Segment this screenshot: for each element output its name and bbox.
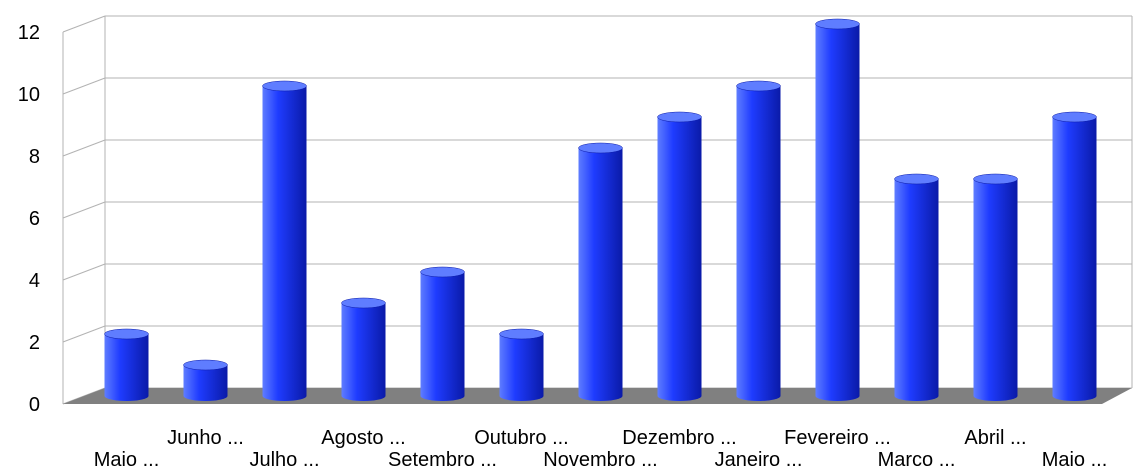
y-tick-label: 8 <box>29 146 40 168</box>
x-category-label: Janeiro ... <box>715 449 803 470</box>
bar <box>815 24 860 402</box>
bar <box>341 303 386 402</box>
gridline-side <box>62 201 106 219</box>
y-axis-ticks: 0 2 4 6 8 10 12 <box>18 22 40 416</box>
x-category-label: Maio ... <box>94 449 160 470</box>
gridline-side <box>62 15 106 33</box>
bar <box>657 117 702 402</box>
bar-top <box>815 18 860 30</box>
x-category-label: Dezembro ... <box>622 427 736 449</box>
y-tick-label: 0 <box>29 394 40 416</box>
bar <box>499 334 544 402</box>
y-tick-label: 4 <box>29 270 40 292</box>
gridline-side <box>62 77 106 95</box>
bar-top <box>578 142 623 154</box>
bar-top <box>341 297 386 309</box>
x-category-label: Setembro ... <box>388 449 497 470</box>
bar-top <box>1052 111 1097 123</box>
y-tick-label: 10 <box>18 84 40 106</box>
x-category-label: Fevereiro ... <box>784 427 891 449</box>
gridline-side <box>62 139 106 157</box>
bar-top <box>894 173 939 185</box>
x-category-label: Julho ... <box>249 449 319 470</box>
gridline-side <box>62 263 106 281</box>
bar-top <box>657 111 702 123</box>
x-category-label: Outubro ... <box>474 427 569 449</box>
bar-top <box>973 173 1018 185</box>
bar-top <box>104 328 149 340</box>
bar <box>1052 117 1097 402</box>
bar <box>973 179 1018 402</box>
bar <box>104 334 149 402</box>
bar <box>420 272 465 402</box>
gridline-side <box>62 325 106 343</box>
bar-top <box>499 328 544 340</box>
x-category-label: Agosto ... <box>321 427 406 449</box>
y-tick-label: 2 <box>29 332 40 354</box>
x-category-label: Novembro ... <box>543 449 657 470</box>
bars <box>104 18 1097 402</box>
bar <box>736 86 781 402</box>
x-category-label: Marco ... <box>878 449 956 470</box>
bar <box>262 86 307 402</box>
y-tick-label: 6 <box>29 208 40 230</box>
bar-top <box>183 359 228 371</box>
bar-top <box>736 80 781 92</box>
x-category-label: Abril ... <box>964 427 1026 449</box>
bar <box>183 365 228 402</box>
x-axis-categories: Maio ... Junho ...Julho ...Agosto ...Sete… <box>94 427 1108 470</box>
bar-top <box>262 80 307 92</box>
x-category-label: Maio ... <box>1042 449 1108 470</box>
y-tick-label: 12 <box>18 22 40 44</box>
bar-top <box>420 266 465 278</box>
bar <box>578 148 623 402</box>
x-category-label: Junho ... <box>167 427 244 449</box>
bar <box>894 179 939 402</box>
